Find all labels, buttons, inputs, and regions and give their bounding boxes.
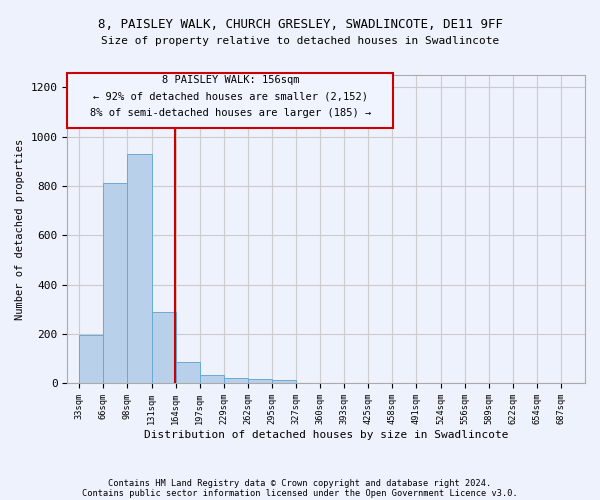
Text: Contains HM Land Registry data © Crown copyright and database right 2024.: Contains HM Land Registry data © Crown c… [109, 478, 491, 488]
Bar [103, 184, 127, 383]
Bar [224, 378, 248, 383]
Text: 8 PAISLEY WALK: 156sqm: 8 PAISLEY WALK: 156sqm [161, 75, 299, 85]
Y-axis label: Number of detached properties: Number of detached properties [15, 138, 25, 320]
Bar [200, 374, 224, 383]
Bar [152, 312, 176, 383]
Text: Contains public sector information licensed under the Open Government Licence v3: Contains public sector information licen… [82, 488, 518, 498]
Bar [248, 379, 272, 383]
Text: ← 92% of detached houses are smaller (2,152): ← 92% of detached houses are smaller (2,… [93, 92, 368, 102]
Bar [272, 380, 296, 383]
Text: 8, PAISLEY WALK, CHURCH GRESLEY, SWADLINCOTE, DE11 9FF: 8, PAISLEY WALK, CHURCH GRESLEY, SWADLIN… [97, 18, 503, 30]
Bar [79, 335, 103, 383]
X-axis label: Distribution of detached houses by size in Swadlincote: Distribution of detached houses by size … [144, 430, 508, 440]
Bar [127, 154, 152, 383]
Text: Size of property relative to detached houses in Swadlincote: Size of property relative to detached ho… [101, 36, 499, 46]
Bar [176, 362, 200, 383]
Text: 8% of semi-detached houses are larger (185) →: 8% of semi-detached houses are larger (1… [90, 108, 371, 118]
